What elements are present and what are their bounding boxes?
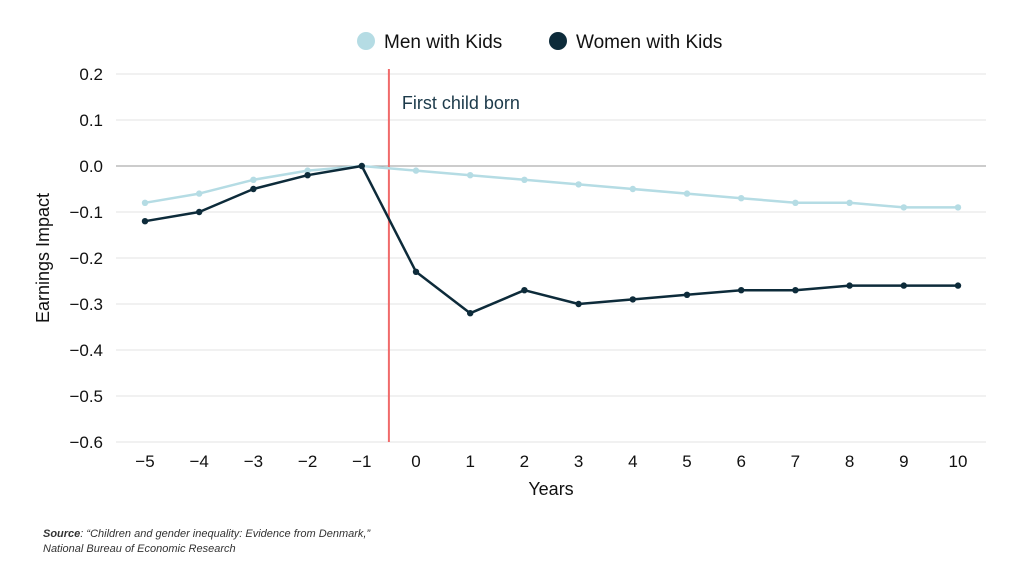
x-tick-label: 7 — [791, 452, 800, 471]
legend-marker — [357, 32, 375, 50]
data-point — [196, 190, 203, 197]
grid-lines — [116, 73, 986, 443]
source-label: Source — [43, 528, 81, 540]
x-tick-label: −2 — [298, 452, 317, 471]
y-tick-label: −0.2 — [69, 249, 103, 268]
x-tick-label: −4 — [190, 452, 209, 471]
data-point — [412, 268, 420, 275]
legend-label: Women with Kids — [576, 32, 722, 53]
x-axis-label: Years — [528, 479, 573, 499]
x-tick-label: 4 — [628, 452, 637, 471]
data-point — [738, 195, 745, 202]
data-point — [683, 190, 691, 197]
data-point — [304, 167, 311, 174]
data-point — [141, 218, 149, 225]
x-tick-label: 3 — [574, 452, 583, 471]
y-tick-label: 0.1 — [79, 111, 103, 130]
x-tick-label: 6 — [736, 452, 745, 471]
x-tick-label: 0 — [411, 452, 420, 471]
annotation-label: First child born — [402, 93, 520, 113]
x-tick-label: 10 — [949, 452, 968, 471]
y-tick-label: −0.5 — [69, 387, 103, 406]
data-point — [250, 176, 257, 183]
x-tick-label: 2 — [520, 452, 529, 471]
data-point — [575, 181, 582, 188]
data-point — [900, 204, 907, 211]
data-point — [792, 287, 799, 294]
series-line-0 — [144, 164, 958, 209]
data-point — [521, 176, 528, 183]
source-text: : “Children and gender inequality: Evide… — [80, 528, 371, 540]
source-line2: National Bureau of Economic Research — [43, 543, 236, 555]
y-axis-label: Earnings Impact — [33, 193, 53, 323]
data-point — [521, 287, 528, 294]
data-point — [900, 282, 907, 289]
data-point — [304, 172, 311, 179]
data-point — [792, 199, 799, 206]
annotation: First child born — [387, 69, 520, 442]
data-point — [954, 282, 962, 289]
x-tick-label: −3 — [244, 452, 263, 471]
legend: Men with Kids Women with Kids — [357, 32, 722, 53]
data-point — [738, 287, 745, 294]
y-tick-label: 0.0 — [79, 157, 103, 176]
data-point — [467, 310, 474, 317]
data-point — [412, 167, 420, 174]
data-point — [954, 204, 962, 211]
x-tick-label: 9 — [899, 452, 908, 471]
series-line-1 — [144, 164, 958, 315]
y-tick-label: −0.3 — [69, 295, 103, 314]
x-tick-label: 8 — [845, 452, 854, 471]
y-tick-label: −0.4 — [69, 341, 103, 360]
series-lines — [141, 162, 962, 317]
data-point — [467, 172, 474, 179]
y-axis-ticks: 0.2 0.1 0.0 −0.1 −0.2 −0.3 −0.4 −0.5 −0.6 — [69, 65, 103, 452]
data-point — [141, 199, 149, 206]
legend-label: Men with Kids — [384, 32, 502, 53]
data-point — [196, 208, 203, 216]
y-tick-label: −0.6 — [69, 433, 103, 452]
x-axis-ticks: −5 −4 −3 −2 −1 0 1 2 3 4 5 6 7 8 9 10 — [135, 452, 967, 471]
data-point — [683, 291, 691, 298]
legend-marker — [549, 32, 567, 50]
x-tick-label: −5 — [135, 452, 154, 471]
x-tick-label: 5 — [682, 452, 691, 471]
x-tick-label: −1 — [352, 452, 371, 471]
data-point — [629, 185, 636, 193]
data-point — [846, 199, 853, 206]
data-point — [358, 162, 365, 170]
data-point — [250, 185, 257, 193]
data-point — [629, 296, 636, 303]
y-tick-label: 0.2 — [79, 65, 103, 84]
x-tick-label: 1 — [465, 452, 474, 471]
y-tick-label: −0.1 — [69, 203, 103, 222]
data-point — [575, 300, 582, 308]
data-point — [846, 282, 853, 289]
source-note: Source: “Children and gender inequality:… — [43, 527, 370, 557]
